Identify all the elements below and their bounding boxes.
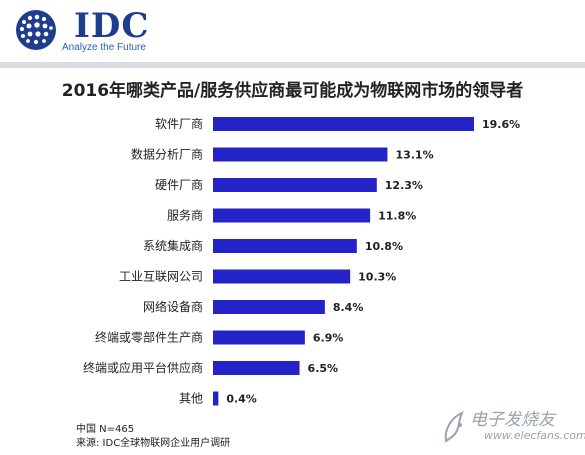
sample-size-note: 中国 N=465 bbox=[76, 424, 135, 435]
category-label: 服务商 bbox=[167, 208, 203, 223]
bar bbox=[213, 300, 325, 314]
category-label: 终端或应用平台供应商 bbox=[83, 360, 203, 375]
value-label: 11.8% bbox=[378, 210, 416, 223]
value-label: 13.1% bbox=[395, 149, 433, 162]
category-label: 工业互联网公司 bbox=[119, 270, 203, 284]
category-label: 其他 bbox=[179, 392, 203, 406]
header-divider bbox=[0, 62, 585, 68]
header: IDC Analyze the Future bbox=[0, 0, 585, 62]
watermark: 电子发烧友 www.elecfans.com bbox=[440, 405, 585, 449]
watermark-url: www.elecfans.com bbox=[484, 429, 585, 442]
source-note: 来源: IDC全球物联网企业用户调研 bbox=[76, 438, 231, 449]
value-label: 10.8% bbox=[365, 240, 403, 253]
bar bbox=[213, 239, 357, 253]
logo-text: IDC bbox=[74, 6, 150, 46]
logo-tagline: Analyze the Future bbox=[62, 42, 146, 53]
bar bbox=[213, 361, 300, 375]
value-label: 8.4% bbox=[333, 301, 364, 314]
globe-icon bbox=[16, 10, 56, 50]
category-label: 终端或零部件生产商 bbox=[95, 330, 203, 345]
value-label: 6.5% bbox=[308, 362, 339, 375]
idc-logo: IDC Analyze the Future bbox=[10, 6, 190, 56]
category-label: 网络设备商 bbox=[143, 299, 203, 314]
bar bbox=[213, 330, 305, 345]
bar bbox=[213, 269, 351, 284]
chart-title: 2016年哪类产品/服务供应商最可能成为物联网市场的领导者 bbox=[61, 81, 524, 101]
bar bbox=[213, 147, 388, 162]
value-label: 10.3% bbox=[358, 271, 396, 284]
watermark-text: 电子发烧友 bbox=[470, 410, 555, 430]
category-label: 系统集成商 bbox=[143, 238, 203, 253]
value-label: 19.6% bbox=[482, 118, 520, 131]
value-label: 12.3% bbox=[385, 179, 423, 192]
bar bbox=[213, 391, 219, 406]
category-label: 数据分析厂商 bbox=[131, 147, 203, 162]
bar-chart: 软件厂商 19.6% 数据分析厂商 13.1% 硬件厂商 12.3% 服务商 11.8% 系统集… bbox=[83, 116, 520, 406]
bar bbox=[213, 117, 474, 131]
bar bbox=[213, 178, 377, 192]
watermark-logo-icon bbox=[444, 411, 465, 443]
value-label: 6.9% bbox=[313, 332, 344, 345]
category-label: 硬件厂商 bbox=[155, 177, 203, 192]
bar bbox=[213, 208, 371, 223]
value-label: 0.4% bbox=[226, 393, 257, 406]
category-label: 软件厂商 bbox=[155, 116, 203, 131]
